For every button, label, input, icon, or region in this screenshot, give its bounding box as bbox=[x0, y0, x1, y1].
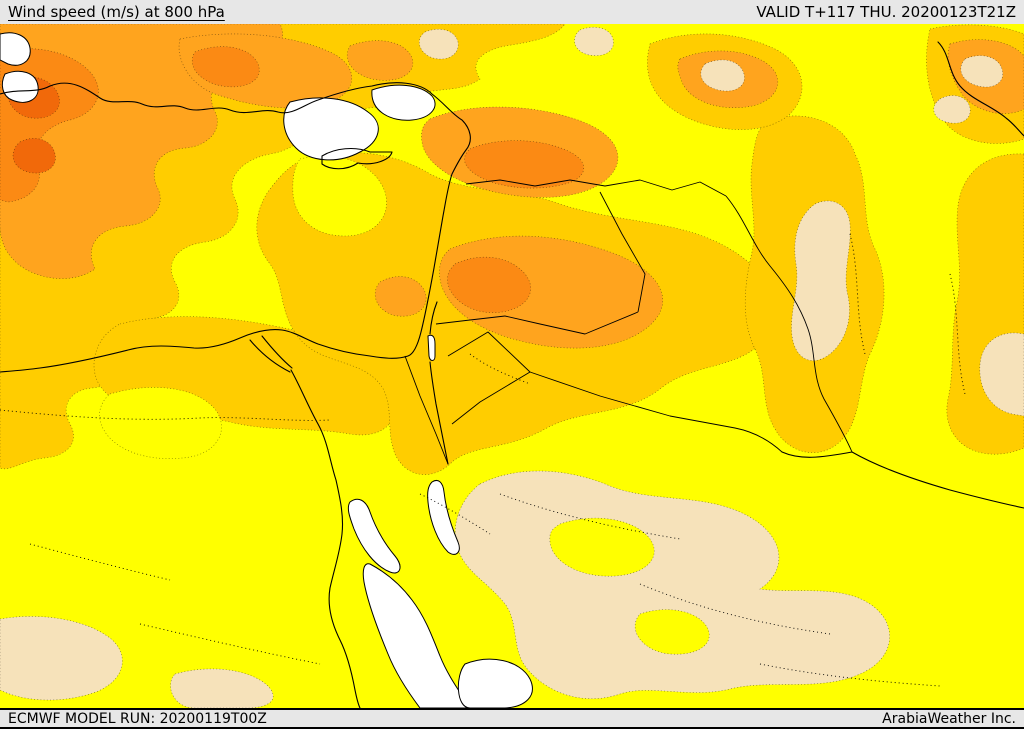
border-egypt-israel bbox=[404, 355, 449, 465]
contour-yellow-hole-west-desert bbox=[99, 387, 222, 459]
sea-mediterranean-cyprus bbox=[283, 97, 379, 161]
map-header: Wind speed (m/s) at 800 hPa VALID T+117 … bbox=[0, 0, 1024, 24]
contour-deep-orange-syria-core bbox=[447, 256, 531, 313]
border-syria-jordan bbox=[435, 315, 506, 325]
contour-cream-east-band bbox=[791, 200, 851, 361]
contour-yellow-hole-anatolia bbox=[292, 155, 387, 237]
dotted-line-egypt-south-2 bbox=[139, 623, 321, 665]
dotted-line-east-1 bbox=[849, 233, 866, 355]
border-syria-iraq bbox=[599, 191, 646, 313]
border-turkey-syria-iraq bbox=[465, 179, 727, 197]
jordan-river-line bbox=[429, 301, 449, 465]
contour-deep-orange-anatolia-core bbox=[464, 140, 584, 189]
contour-orange-levant-spot bbox=[374, 276, 427, 317]
valid-time-label: VALID T+117 THU. 20200123T21Z bbox=[756, 3, 1016, 21]
contour-yellow-hole-south-1 bbox=[549, 517, 655, 577]
border-iraq-iran bbox=[725, 195, 853, 453]
model-run-label: ECMWF MODEL RUN: 20200119T00Z bbox=[8, 710, 267, 727]
dotted-line-east-2 bbox=[949, 273, 966, 395]
contour-cream-south-center bbox=[170, 668, 274, 708]
dotted-line-egypt-south-1 bbox=[29, 543, 171, 581]
dead-sea bbox=[427, 334, 436, 361]
contour-deep-orange-north-spot bbox=[192, 46, 260, 88]
border-iraq-jordan bbox=[504, 311, 639, 335]
contour-cream-northeast-spot-2 bbox=[933, 95, 971, 124]
contour-cream-far-east bbox=[979, 332, 1024, 417]
map-area bbox=[0, 24, 1024, 708]
sea-aegean-patch-2 bbox=[1, 70, 39, 103]
contour-cream-north-center-spot bbox=[700, 59, 745, 92]
sea-gulf-of-aqaba bbox=[427, 479, 460, 555]
contour-yellow-hole-south-2 bbox=[634, 609, 710, 655]
contour-cream-top-spot-1 bbox=[418, 29, 459, 60]
dotted-line-saudi-2 bbox=[639, 583, 831, 635]
sea-aegean-patch-1 bbox=[0, 32, 31, 66]
contour-cream-northeast-spot-1 bbox=[960, 55, 1004, 88]
wind-speed-contour-map bbox=[0, 24, 1024, 708]
coastline-turkey-levant-egypt bbox=[0, 82, 471, 373]
contour-cream-top-spot-2 bbox=[574, 27, 614, 56]
contour-deepest-orange-spot-2 bbox=[12, 138, 56, 174]
sea-mediterranean-strip bbox=[371, 84, 436, 121]
cyprus-island bbox=[321, 147, 393, 170]
contour-cream-southwest-corner bbox=[0, 616, 123, 701]
nile-river bbox=[249, 335, 361, 708]
sea-gulf-of-suez bbox=[347, 498, 401, 574]
border-iraq-saudi bbox=[529, 371, 783, 453]
map-title: Wind speed (m/s) at 800 hPa bbox=[8, 3, 225, 21]
sea-red-sea-south bbox=[457, 658, 533, 708]
caspian-coast bbox=[937, 41, 1024, 137]
dotted-line-sinai bbox=[419, 493, 491, 535]
contour-orange-top-spot bbox=[346, 40, 414, 81]
sea-red-sea bbox=[362, 563, 471, 708]
dotted-line-egypt bbox=[0, 409, 331, 421]
map-footer: ECMWF MODEL RUN: 20200119T00Z ArabiaWeat… bbox=[0, 708, 1024, 729]
persian-gulf-coast bbox=[781, 451, 1024, 509]
provider-label: ArabiaWeather Inc. bbox=[882, 710, 1016, 727]
dotted-line-saudi-1 bbox=[499, 493, 681, 540]
